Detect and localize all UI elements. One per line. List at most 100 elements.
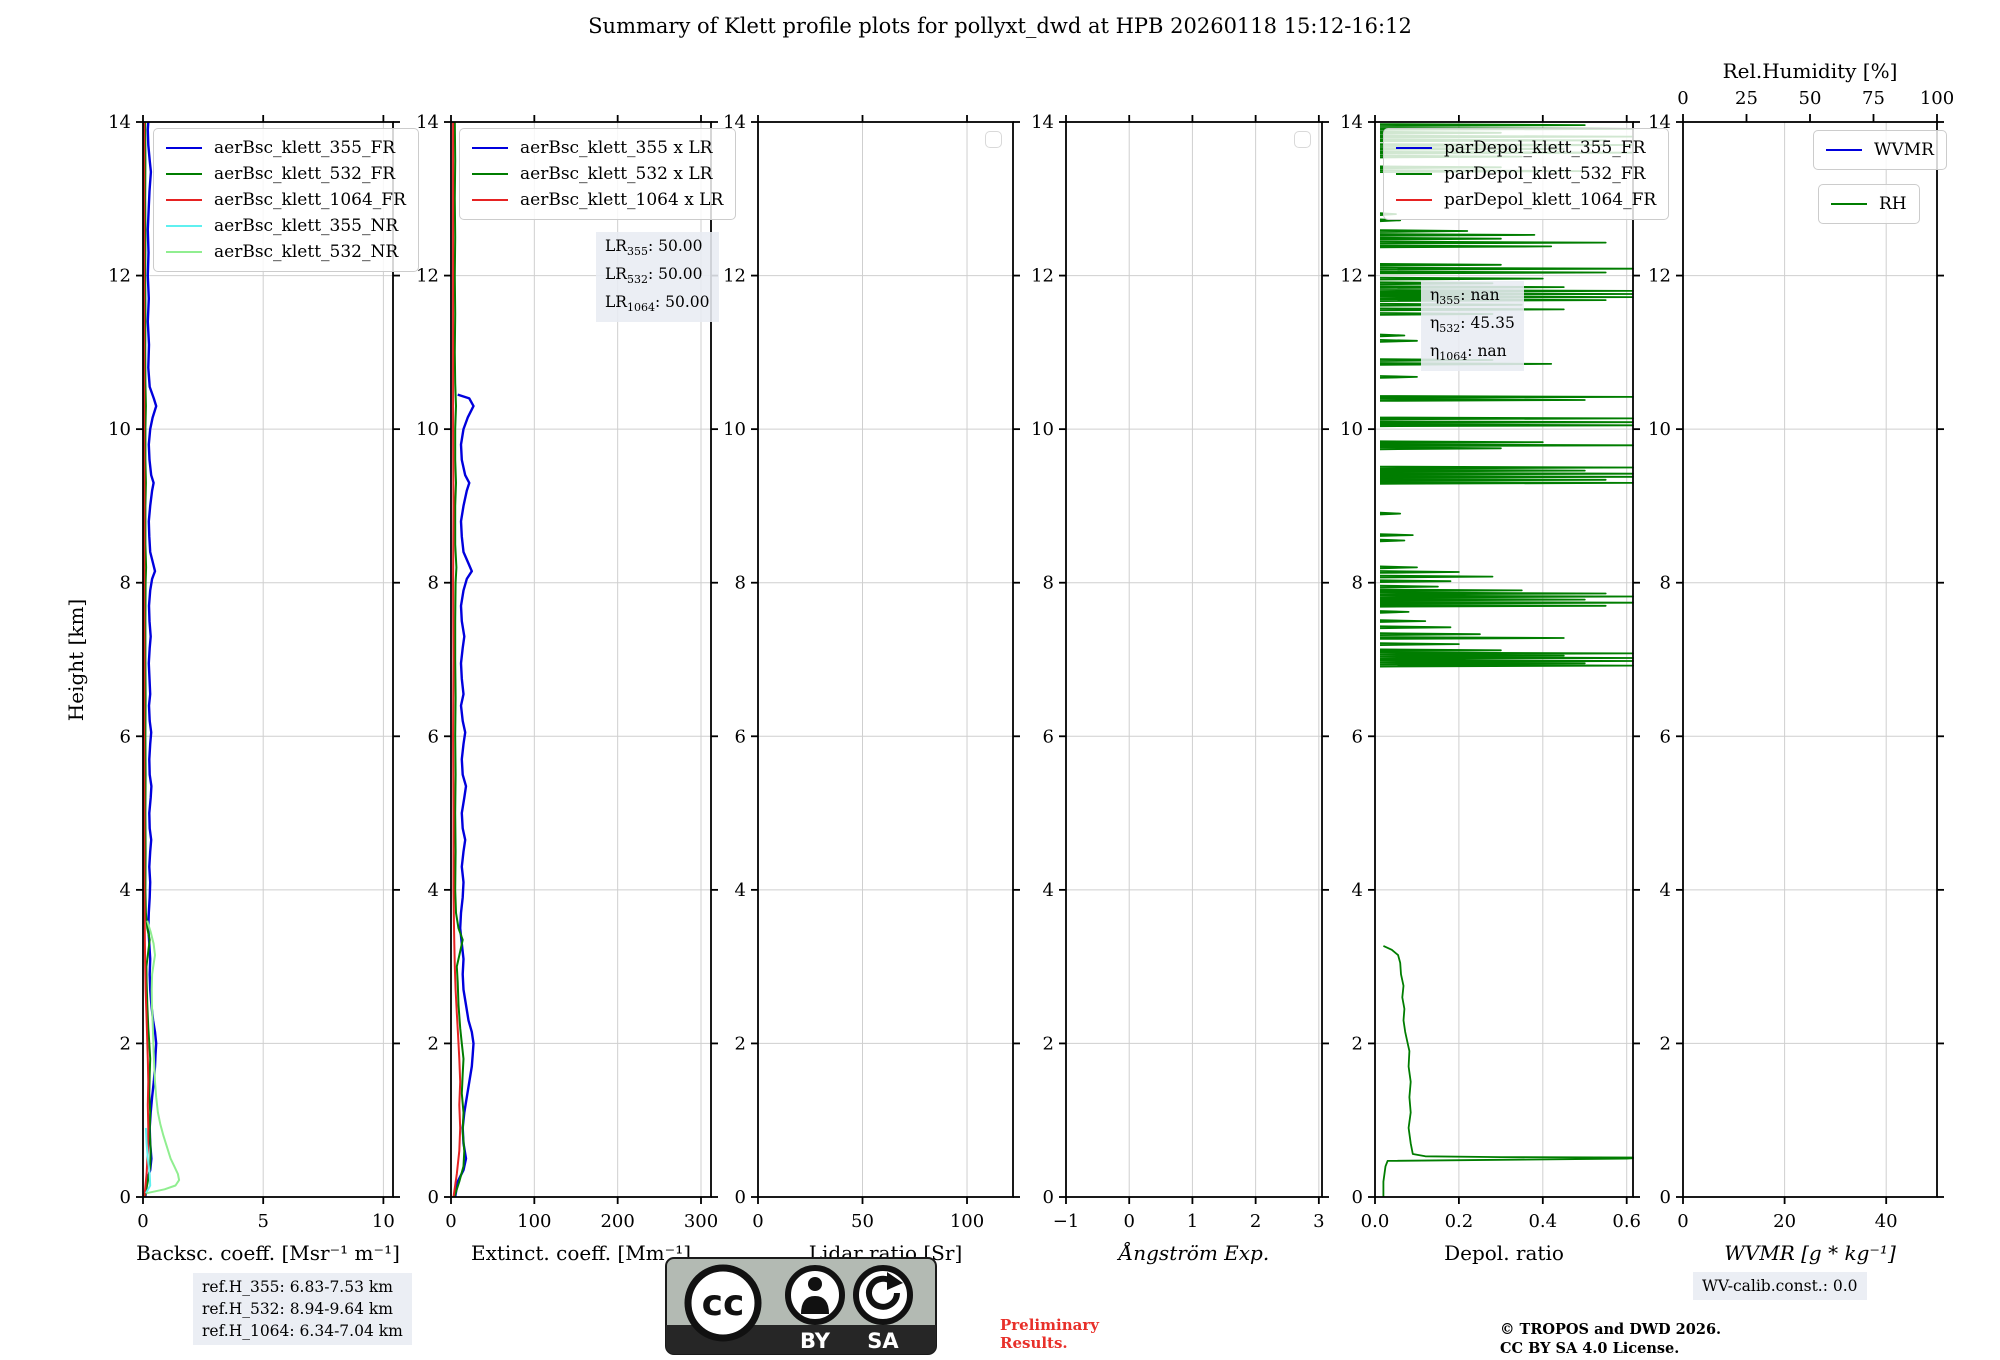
info-box-line: LR1064: 50.00 bbox=[605, 293, 710, 315]
x-tick-label: 200 bbox=[600, 1211, 634, 1232]
x-axis-label: Backsc. coeff. [Msr⁻¹ m⁻¹] bbox=[136, 1241, 400, 1265]
legend-line-swatch bbox=[472, 172, 508, 176]
x-tick-label: 40 bbox=[1875, 1211, 1898, 1232]
y-tick-label: 2 bbox=[735, 1033, 746, 1054]
y-tick-label: 8 bbox=[428, 573, 439, 594]
series-parDepol_klett_532_FR bbox=[1379, 584, 1439, 589]
series-aerBsc_klett_355_NR bbox=[144, 1127, 152, 1194]
y-tick-label: 2 bbox=[428, 1033, 439, 1054]
sa-arrow-icon bbox=[866, 1275, 900, 1310]
x-tick-label: 50 bbox=[851, 1211, 874, 1232]
y-tick-label: 8 bbox=[735, 573, 746, 594]
series-parDepol_klett_532_FR bbox=[1379, 538, 1406, 543]
y-tick-label: 12 bbox=[108, 266, 131, 287]
y-tick-label: 6 bbox=[735, 726, 746, 747]
legend-lidar-ratio-empty bbox=[985, 131, 1002, 148]
legend-wvmr: WVMR bbox=[1813, 130, 1947, 170]
axes-spines bbox=[1682, 121, 1938, 1198]
x-tick-label: 10 bbox=[372, 1211, 395, 1232]
axes-spines bbox=[450, 121, 712, 1198]
y-tick-label: 0 bbox=[120, 1187, 131, 1208]
reference-height-line: ref.H_355: 6.83-7.53 km bbox=[202, 1278, 393, 1296]
legend-label: WVMR bbox=[1874, 140, 1934, 160]
y-tick-label: 0 bbox=[428, 1187, 439, 1208]
series-parDepol_klett_532_FR bbox=[1379, 266, 1634, 271]
series-parDepol_klett_532_FR bbox=[1379, 233, 1536, 237]
x-tick-label: −1 bbox=[1053, 1211, 1080, 1232]
series-parDepol_klett_532_FR bbox=[1379, 465, 1634, 470]
y-tick-label: 14 bbox=[1648, 112, 1671, 133]
legend-label: aerBsc_klett_355_NR bbox=[214, 216, 399, 236]
cc-sa-label: SA bbox=[867, 1329, 899, 1353]
legend-item: aerBsc_klett_532_NR bbox=[166, 239, 406, 265]
series-parDepol_klett_532_FR bbox=[1379, 625, 1452, 630]
top-axis-tick-label: 100 bbox=[1920, 88, 1954, 109]
series-parDepol_klett_532_FR bbox=[1379, 659, 1634, 663]
series-parDepol_klett_532_FR bbox=[1379, 443, 1634, 448]
y-tick-label: 14 bbox=[1031, 112, 1054, 133]
legend-item: RH bbox=[1831, 191, 1907, 217]
legend-line-swatch bbox=[1826, 148, 1862, 152]
legend-item: parDepol_klett_1064_FR bbox=[1396, 187, 1656, 213]
y-tick-label: 6 bbox=[1043, 726, 1054, 747]
x-tick-label: 0 bbox=[137, 1211, 148, 1232]
series-aerBsc_klett_532 x LR bbox=[453, 121, 466, 1198]
series-parDepol_klett_532_FR bbox=[1379, 619, 1427, 623]
y-tick-label: 0 bbox=[1352, 1187, 1363, 1208]
legend-label: aerBsc_klett_532_FR bbox=[214, 164, 396, 184]
y-tick-label: 6 bbox=[1352, 726, 1363, 747]
copyright-note: © TROPOS and DWD 2026. CC BY SA 4.0 Lice… bbox=[1500, 1320, 1721, 1358]
y-tick-label: 10 bbox=[108, 419, 131, 440]
y-tick-label: 10 bbox=[1340, 419, 1363, 440]
series-parDepol_klett_532_FR bbox=[1379, 468, 1586, 473]
series-parDepol_klett_532_FR bbox=[1379, 533, 1414, 537]
legend-label: aerBsc_klett_532 x LR bbox=[520, 164, 713, 184]
reference-height-line: ref.H_1064: 6.34-7.04 km bbox=[202, 1322, 403, 1340]
person-body-icon bbox=[801, 1296, 829, 1314]
series-parDepol_klett_532_FR bbox=[1379, 474, 1634, 479]
series-parDepol_klett_532_FR bbox=[1379, 511, 1402, 516]
y-tick-label: 8 bbox=[1352, 573, 1363, 594]
y-tick-label: 8 bbox=[1043, 573, 1054, 594]
legend-line-swatch bbox=[166, 224, 202, 228]
reference-height-line: ref.H_532: 8.94-9.64 km bbox=[202, 1300, 393, 1318]
top-axis-tick-label: 75 bbox=[1862, 88, 1885, 109]
series-parDepol_klett_532_FR bbox=[1379, 276, 1544, 281]
x-tick-label: 0.2 bbox=[1445, 1211, 1474, 1232]
series-parDepol_klett_532_FR bbox=[1379, 594, 1634, 599]
axes-spines bbox=[1374, 121, 1634, 1198]
series-parDepol_klett_532_FR bbox=[1379, 375, 1418, 379]
legend-line-swatch bbox=[166, 172, 202, 176]
lidar-ratio-values-box: LR355: 50.00 LR532: 50.00 LR1064: 50.00 bbox=[596, 232, 719, 323]
y-tick-label: 0 bbox=[1660, 1187, 1671, 1208]
y-tick-label: 2 bbox=[1352, 1033, 1363, 1054]
series-parDepol_klett_532_FR bbox=[1379, 597, 1586, 602]
legend-label: parDepol_klett_532_FR bbox=[1444, 164, 1646, 184]
x-tick-label: 20 bbox=[1773, 1211, 1796, 1232]
legend-label: aerBsc_klett_355 x LR bbox=[520, 138, 713, 158]
series-parDepol_klett_532_FR bbox=[1379, 603, 1607, 608]
copyright-line1: © TROPOS and DWD 2026. bbox=[1500, 1321, 1722, 1338]
y-tick-label: 12 bbox=[1031, 266, 1054, 287]
legend-line-swatch bbox=[1396, 146, 1432, 150]
wv-calibration-box: WV-calib.const.: 0.0 bbox=[1693, 1272, 1867, 1300]
series-aerBsc_klett_355_FR bbox=[144, 121, 158, 1198]
series-parDepol_klett_532_FR bbox=[1379, 339, 1418, 343]
series-parDepol_klett_532_FR bbox=[1379, 591, 1607, 596]
x-tick-label: 0 bbox=[445, 1211, 456, 1232]
top-axis-tick-label: 50 bbox=[1799, 88, 1822, 109]
series-parDepol_klett_532_FR bbox=[1379, 653, 1565, 658]
x-tick-label: 0 bbox=[752, 1211, 763, 1232]
x-tick-label: 100 bbox=[517, 1211, 551, 1232]
preliminary-line2: Results. bbox=[1000, 1334, 1068, 1352]
info-box-line: LR355: 50.00 bbox=[605, 237, 703, 259]
legend-item: aerBsc_klett_355 x LR bbox=[472, 135, 723, 161]
y-tick-label: 4 bbox=[428, 880, 439, 901]
legend-item: aerBsc_klett_1064_FR bbox=[166, 187, 406, 213]
legend-item: aerBsc_klett_355_NR bbox=[166, 213, 406, 239]
series-parDepol_klett_532_FR bbox=[1379, 632, 1481, 636]
x-tick-label: 300 bbox=[684, 1211, 718, 1232]
legend-label: parDepol_klett_355_FR bbox=[1444, 138, 1646, 158]
legend-backscatter: aerBsc_klett_355_FR aerBsc_klett_532_FR ae… bbox=[153, 128, 419, 272]
x-tick-label: 0.6 bbox=[1612, 1211, 1641, 1232]
